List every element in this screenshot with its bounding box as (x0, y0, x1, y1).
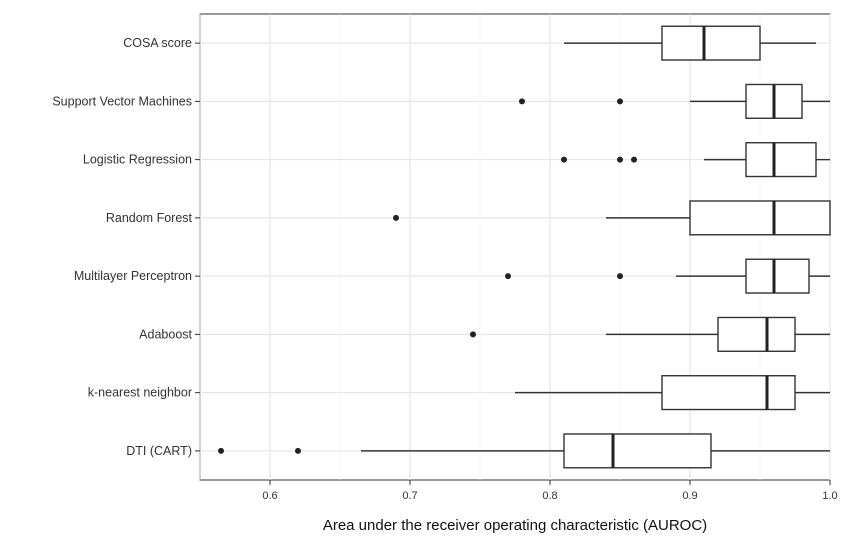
box-iqr (745, 142, 817, 178)
x-tick-label: 0.8 (542, 490, 557, 502)
category-label: COSA score (123, 36, 192, 50)
outlier-point (519, 98, 525, 105)
category-label: Multilayer Perceptron (74, 269, 192, 283)
x-axis-title: Area under the receiver operating charac… (323, 517, 707, 534)
box-iqr (661, 25, 761, 61)
outlier-point (295, 447, 301, 454)
box-iqr (661, 375, 796, 411)
x-tick-label: 0.6 (262, 490, 277, 502)
outlier-point (505, 273, 511, 280)
x-tick-label: 0.9 (682, 490, 697, 502)
box-iqr (717, 316, 796, 352)
outlier-point (218, 447, 224, 454)
outlier-point (631, 156, 637, 163)
category-label: Logistic Regression (83, 153, 192, 167)
boxes (218, 25, 831, 469)
outlier-point (617, 156, 623, 163)
outlier-point (561, 156, 567, 163)
outlier-point (617, 273, 623, 280)
outlier-point (470, 331, 476, 338)
box-iqr (745, 258, 810, 294)
box-iqr (563, 433, 712, 469)
category-label: k-nearest neighbor (88, 386, 192, 400)
x-tick-label: 1.0 (822, 490, 837, 502)
x-ticks: 0.6 0.7 0.8 0.9 1.0 (262, 480, 838, 502)
category-labels: COSA score Support Vector Machines Logisti… (52, 36, 200, 458)
category-label: Random Forest (106, 211, 193, 225)
outlier-point (393, 214, 399, 221)
x-tick-label: 0.7 (402, 490, 417, 502)
category-label: DTI (CART) (126, 444, 192, 458)
category-label: Adaboost (139, 327, 192, 341)
outlier-point (617, 98, 623, 105)
box-iqr (689, 200, 831, 236)
category-label: Support Vector Machines (52, 94, 192, 108)
